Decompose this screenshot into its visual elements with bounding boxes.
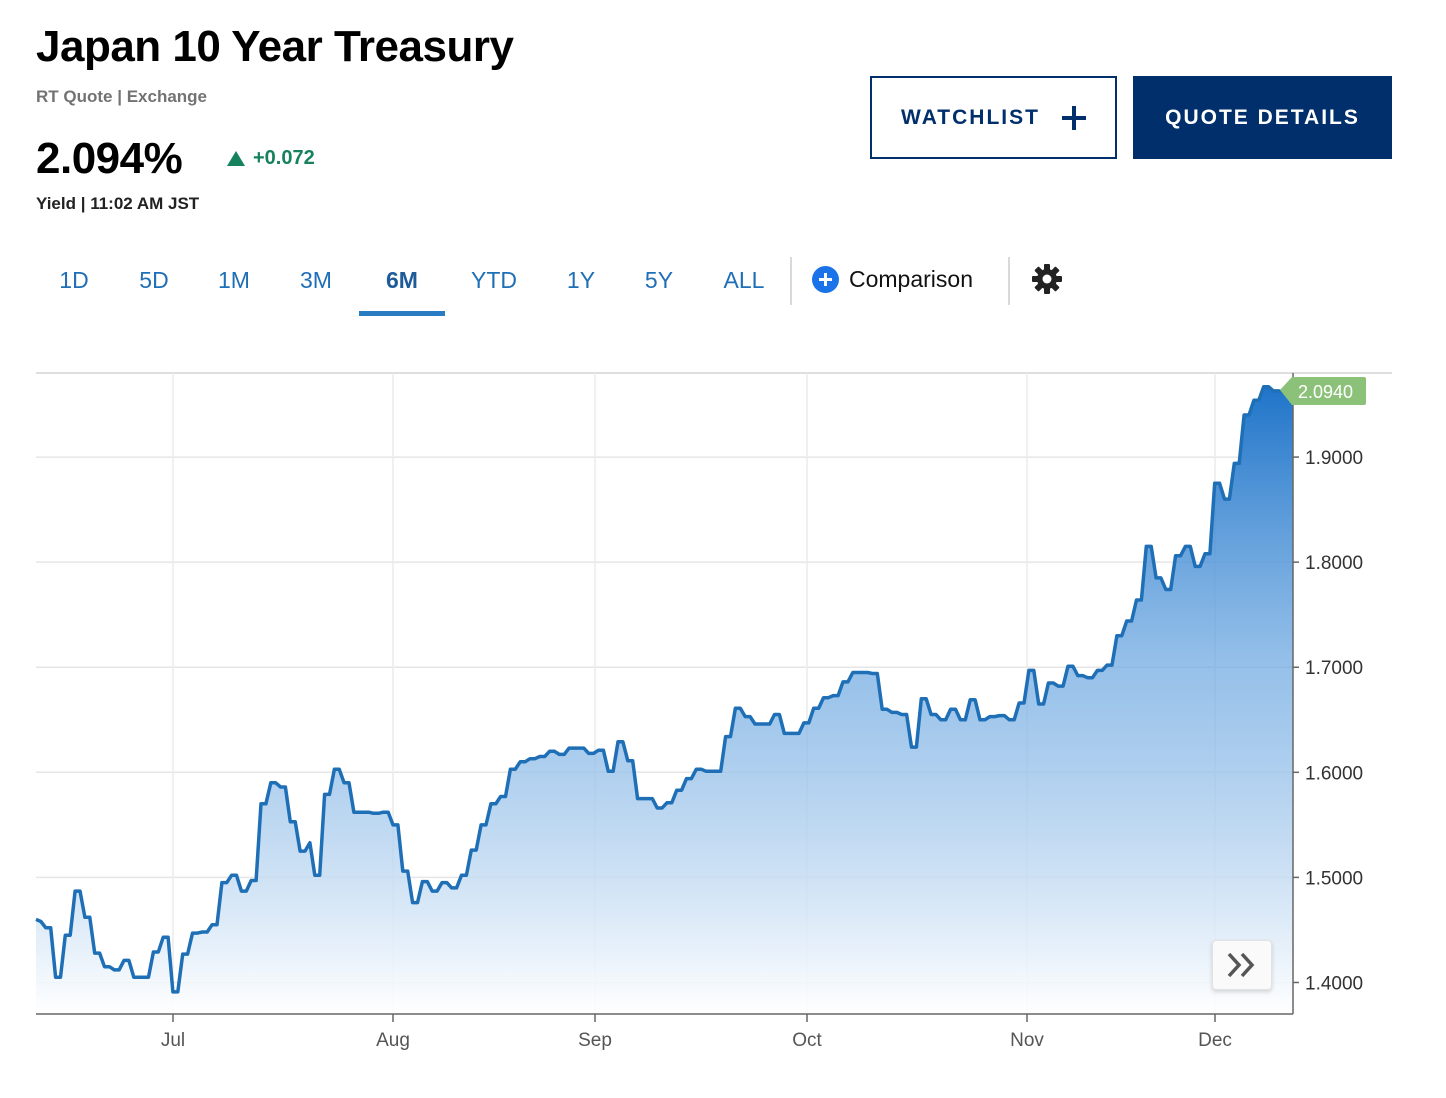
quote-details-label: QUOTE DETAILS [1165,105,1360,129]
tab-divider [790,257,792,305]
tab-6m[interactable]: 6M [359,250,445,316]
tab-5d[interactable]: 5D [139,267,169,293]
x-tick-label: Nov [1010,1030,1044,1051]
y-axis-labels: 1.4000 1.5000 1.6000 1.7000 1.8000 1.9000 [1293,448,1363,994]
last-value-label: 2.0940 [1298,382,1353,402]
quote-details-button[interactable]: QUOTE DETAILS [1133,76,1392,159]
y-tick-label: 1.8000 [1305,553,1363,574]
chart-axes [36,373,1294,1015]
tab-all[interactable]: ALL [723,267,765,293]
yield-timestamp: Yield | 11:02 AM JST [36,194,200,213]
tab-1y[interactable]: 1Y [566,267,596,293]
circle-plus-icon [812,265,839,293]
y-tick-label: 1.9000 [1305,448,1363,469]
y-tick-label: 1.7000 [1305,658,1363,679]
watchlist-button[interactable]: WATCHLIST [870,76,1117,159]
price-change-value: +0.072 [253,147,315,169]
tab-1m[interactable]: 1M [218,267,250,293]
comparison-label: Comparison [849,265,973,292]
scroll-right-button[interactable] [1212,940,1272,990]
x-tick-label: Jul [161,1030,185,1051]
gear-icon[interactable] [1031,263,1063,295]
plus-icon [1061,105,1086,130]
quote-source: RT Quote | Exchange [36,87,208,106]
x-tick-label: Oct [792,1030,822,1051]
x-axis-labels: Jul Aug Sep Oct Nov Dec [161,1014,1232,1051]
y-tick-label: 1.6000 [1305,763,1363,784]
y-tick-label: 1.5000 [1305,868,1363,889]
last-value-badge: 2.0940 [1280,377,1366,405]
page-title: Japan 10 Year Treasury [36,22,514,71]
double-chevron-right-icon [1227,952,1255,978]
tab-ytd[interactable]: YTD [471,267,517,293]
x-tick-label: Aug [376,1030,410,1051]
series-area [36,386,1293,1014]
last-value-badge-shape [1280,377,1366,405]
comparison-button[interactable]: Comparison [812,264,973,294]
series-line [35,384,1295,994]
x-tick-label: Sep [578,1030,612,1051]
x-tick-label: Dec [1198,1030,1232,1051]
settings-divider [1008,257,1010,305]
tab-1d[interactable]: 1D [59,267,89,293]
tab-3m[interactable]: 3M [300,267,332,293]
up-arrow-icon [227,151,245,166]
last-price: 2.094% [36,134,183,183]
tab-5y[interactable]: 5Y [644,267,674,293]
y-tick-label: 1.4000 [1305,973,1363,994]
watchlist-label: WATCHLIST [901,105,1040,129]
price-change: +0.072 [227,147,315,170]
